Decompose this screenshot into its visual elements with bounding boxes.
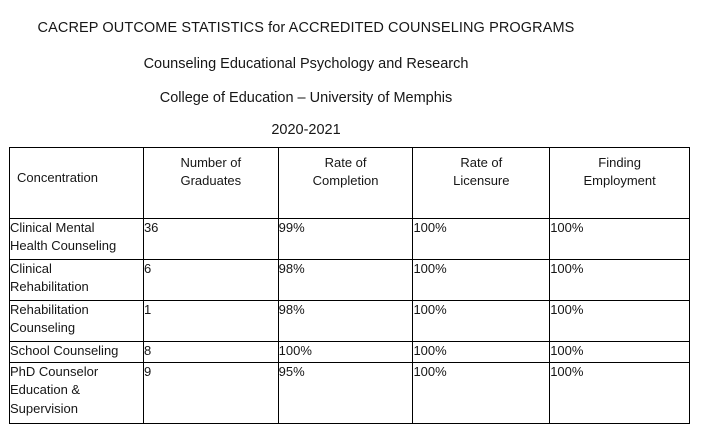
cell-graduates: 9 <box>142 362 279 424</box>
cell-concentration: School Counseling <box>9 341 144 363</box>
concentration-line: School Counseling <box>10 343 119 358</box>
column-header-licensure-line1: Rate of <box>460 155 503 170</box>
cell-graduates: 8 <box>142 341 279 363</box>
cell-graduates: 36 <box>142 218 279 260</box>
cell-licensure: 100% <box>412 259 551 301</box>
cell-licensure: 100% <box>412 300 551 342</box>
column-header-licensure: Rate of Licensure <box>412 147 551 219</box>
column-header-completion-label: Rate of Completion <box>279 154 413 190</box>
cell-employment: 100% <box>549 341 690 363</box>
column-header-employment: Finding Employment <box>549 147 690 219</box>
table-body: Clinical Mental Health Counseling 36 99%… <box>9 218 690 424</box>
table-row: PhD Counselor Education & Supervision 9 … <box>9 362 690 424</box>
concentration-line: Clinical <box>10 261 52 276</box>
concentration-line: Clinical Mental <box>10 220 95 235</box>
column-header-graduates: Number of Graduates <box>142 147 279 219</box>
concentration-line: Education & <box>10 382 81 398</box>
document-title: CACREP OUTCOME STATISTICS for ACCREDITED… <box>37 20 575 36</box>
cell-completion: 95% <box>277 362 414 424</box>
document-subtitle-institution: College of Education – University of Mem… <box>159 90 453 106</box>
table-row: School Counseling 8 100% 100% 100% <box>9 341 690 363</box>
document-subtitle-department: Counseling Educational Psychology and Re… <box>143 56 469 72</box>
cell-employment: 100% <box>549 218 690 260</box>
column-header-employment-line1: Finding <box>598 155 641 170</box>
document-academic-year: 2020-2021 <box>271 122 341 138</box>
table-header-row: Concentration Number of Graduates Rate o… <box>9 147 690 219</box>
cell-graduates: 1 <box>142 300 279 342</box>
column-header-employment-label: Finding Employment <box>550 154 689 190</box>
cell-employment: 100% <box>549 259 690 301</box>
column-header-completion-line2: Completion <box>312 172 379 188</box>
column-header-employment-line2: Employment <box>583 172 656 188</box>
cell-licensure: 100% <box>412 341 551 363</box>
column-header-completion-line1: Rate of <box>324 155 367 170</box>
cell-completion: 99% <box>277 218 414 260</box>
column-header-concentration: Concentration <box>9 147 144 219</box>
concentration-line: Rehabilitation <box>10 279 89 295</box>
cell-employment: 100% <box>549 362 690 424</box>
concentration-line: Supervision <box>10 400 78 416</box>
cell-concentration: Rehabilitation Counseling <box>9 300 144 342</box>
cell-completion: 98% <box>277 300 414 342</box>
column-header-graduates-line1: Number of <box>180 155 242 170</box>
column-header-graduates-line2: Graduates <box>180 172 242 188</box>
column-header-graduates-label: Number of Graduates <box>144 154 278 190</box>
cell-concentration: Clinical Mental Health Counseling <box>9 218 144 260</box>
cell-employment: 100% <box>549 300 690 342</box>
column-header-licensure-label: Rate of Licensure <box>413 154 549 190</box>
column-header-completion: Rate of Completion <box>277 147 414 219</box>
concentration-line: PhD Counselor <box>10 364 99 379</box>
table-row: Clinical Rehabilitation 6 98% 100% 100% <box>9 259 690 301</box>
cell-licensure: 100% <box>412 362 551 424</box>
concentration-line: Health Counseling <box>10 238 117 254</box>
concentration-line: Rehabilitation <box>10 302 89 317</box>
cell-concentration: PhD Counselor Education & Supervision <box>9 362 144 424</box>
cell-graduates: 6 <box>142 259 279 301</box>
table-row: Clinical Mental Health Counseling 36 99%… <box>9 218 690 260</box>
column-header-licensure-line2: Licensure <box>453 172 510 188</box>
cell-completion: 100% <box>277 341 414 363</box>
cell-licensure: 100% <box>412 218 551 260</box>
cell-completion: 98% <box>277 259 414 301</box>
cell-concentration: Clinical Rehabilitation <box>9 259 144 301</box>
concentration-line: Counseling <box>10 320 76 336</box>
table-row: Rehabilitation Counseling 1 98% 100% 100… <box>9 300 690 342</box>
column-header-concentration-label: Concentration <box>17 170 98 185</box>
outcome-statistics-table: Concentration Number of Graduates Rate o… <box>9 147 690 424</box>
